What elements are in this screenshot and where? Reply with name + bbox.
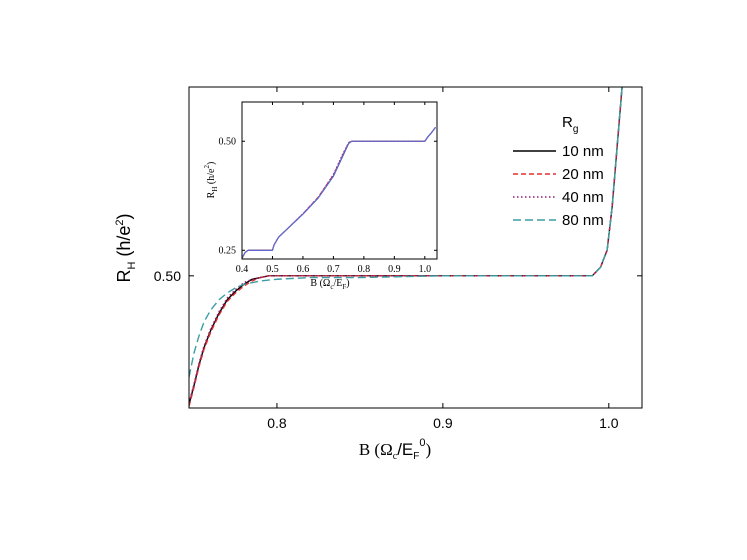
inset-series-80-nm [242,126,436,259]
legend-label: 80 nm [562,212,604,229]
legend-label: 40 nm [562,189,604,206]
main-plot: 0.8 0.9 1.0 0.50 RH (h/e2) B (Ωc/EF0) [114,86,643,462]
main-y-tick-label: 0.50 [154,268,181,284]
main-x-axis-title: B (Ωc/EF0) [359,437,431,462]
legend: Rg 10 nm 20 nm 40 nm 80 nm [513,114,604,229]
inset-x-axis-title: B (Ωc/EF) [310,278,349,291]
inset-x-tick-label: 0.5 [266,264,279,275]
legend-label: 20 nm [562,166,604,183]
inset-x-tick-label: 0.4 [236,264,249,275]
main-series-80-nm [189,87,623,378]
legend-title: Rg [562,114,578,135]
inset-y-tick-label: 0.50 [219,136,237,147]
inset-x-tick-label: 0.9 [388,264,401,275]
inset-x-tick-label: 0.7 [327,264,340,275]
main-x-tick-label: 1.0 [599,415,619,431]
inset-x-tick-label: 0.8 [358,264,371,275]
inset-x-tick-label: 0.6 [297,264,310,275]
main-x-tick-label: 0.9 [433,415,453,431]
inset-y-tick-label: 0.25 [219,245,237,256]
main-x-tick-label: 0.8 [267,415,287,431]
inset-x-tick-label: 1.0 [419,264,432,275]
legend-label: 10 nm [562,143,604,160]
main-plot-frame [188,86,643,409]
inset-plot-frame [241,101,438,260]
main-y-axis-title: RH (h/e2) [114,213,138,282]
inset-y-axis-title: RH (h/e2) [203,162,219,199]
main-series-40-nm [189,87,623,404]
inset-plot: 0.4 0.5 0.6 0.7 0.8 0.9 1.00.250.50 RH (h/e2) … [203,101,438,291]
